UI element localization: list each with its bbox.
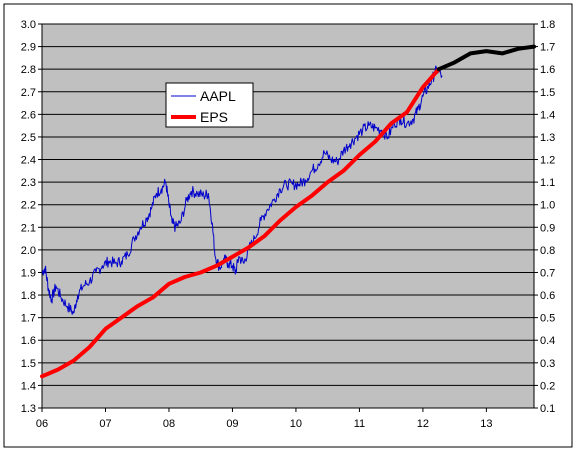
left-tick-label-17: 3.0 [21,19,36,31]
left-tick-label-9: 2.2 [21,200,36,212]
left-axis-ticks: 1.3 1.4 1.5 1.6 1.7 1.8 1.9 2.0 2.1 2.2 2.3 2.4 2.5 2… [21,19,36,415]
right-tick-label-7: 0.8 [540,245,555,257]
right-tick-label-1: 0.2 [540,380,555,392]
series [40,44,536,379]
right-tick-label-2: 0.3 [540,358,555,370]
left-tick-label-2: 1.5 [21,358,36,370]
series-eps-line [40,67,441,379]
x-tick-label-3: 09 [226,418,238,430]
left-tick-label-13: 2.6 [21,109,36,121]
right-tick-label-0: 0.1 [540,403,555,415]
legend: AAPL EPS [165,82,254,128]
series-aapl-line [41,65,443,315]
legend-label-eps: EPS [200,109,228,125]
x-tick-label-2: 08 [163,418,175,430]
right-tick-label-13: 1.4 [540,109,555,121]
x-tick-label-7: 13 [480,418,492,430]
left-tick-label-7: 2.0 [21,245,36,257]
left-tick-label-0: 1.3 [21,403,36,415]
right-tick-label-5: 0.6 [540,290,555,302]
x-tick-label-1: 07 [99,418,111,430]
right-tick-label-4: 0.5 [540,313,555,325]
left-tick-label-6: 1.9 [21,267,36,279]
left-tick-label-3: 1.6 [21,335,36,347]
right-tick-label-8: 0.9 [540,222,555,234]
x-tick-label-4: 10 [290,418,302,430]
left-tick-label-11: 2.4 [21,155,36,167]
right-tick-label-9: 1.0 [540,200,555,212]
left-tick-label-8: 2.1 [21,222,36,234]
right-tick-label-3: 0.4 [540,335,555,347]
left-tick-label-4: 1.7 [21,313,36,325]
left-tick-label-14: 2.7 [21,87,36,99]
right-tick-label-10: 1.1 [540,177,555,189]
left-tick-label-12: 2.5 [21,132,36,144]
right-axis-ticks: 0.1 0.2 0.3 0.4 0.5 0.6 0.7 0.8 0.9 1.0 1.1 1.2 1.3 1… [540,19,555,415]
legend-label-aapl: AAPL [200,88,236,104]
right-tick-label-14: 1.5 [540,87,555,99]
x-tick-label-0: 06 [36,418,48,430]
right-tick-label-11: 1.2 [540,155,555,167]
right-tick-label-6: 0.7 [540,267,555,279]
x-tick-label-6: 12 [417,418,429,430]
x-axis-ticks: 06 07 08 09 10 11 12 13 [36,418,493,430]
left-tick-label-15: 2.8 [21,64,36,76]
right-tick-label-17: 1.8 [540,19,555,31]
left-tick-label-5: 1.8 [21,290,36,302]
right-tick-label-12: 1.3 [540,132,555,144]
series-2-line [436,44,536,72]
left-tick-label-10: 2.3 [21,177,36,189]
axes [38,23,538,412]
left-tick-label-1: 1.4 [21,380,36,392]
left-tick-label-16: 2.9 [21,42,36,54]
legend-box [165,82,254,128]
gridlines [42,23,534,409]
right-tick-label-15: 1.6 [540,64,555,76]
x-tick-label-5: 11 [354,418,365,430]
right-tick-label-16: 1.7 [540,42,555,54]
